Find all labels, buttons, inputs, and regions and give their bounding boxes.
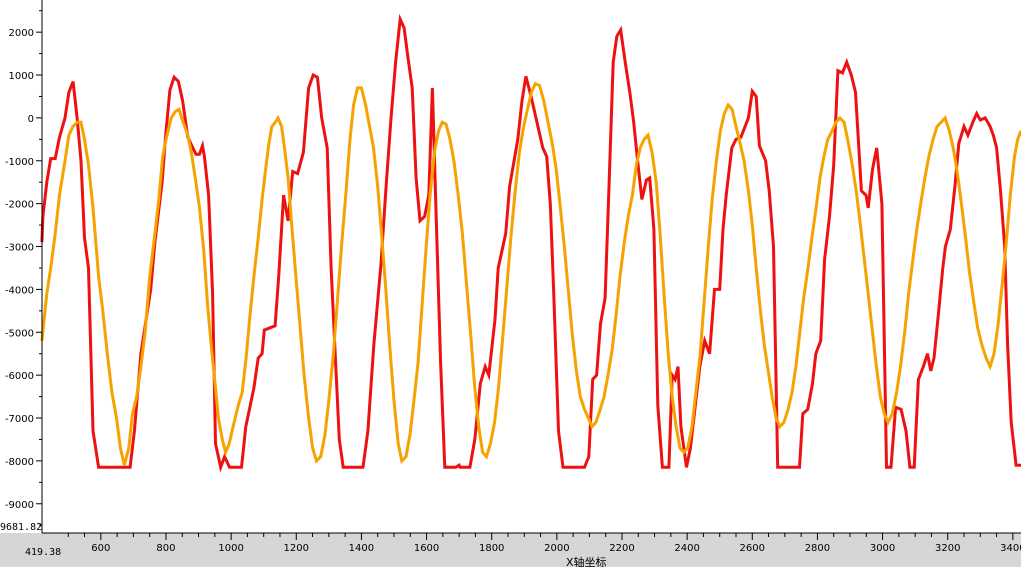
series-layer: [40, 13, 1021, 473]
x-tick-label: 3000: [870, 543, 895, 554]
series-line-2: [40, 81, 1021, 466]
x-tick-label: 3400: [1000, 543, 1021, 554]
x-tick-label: 1200: [284, 543, 309, 554]
y-tick-label: 2000: [9, 28, 34, 39]
x-tick-label: 1800: [479, 543, 504, 554]
y-tick-label: -7000: [5, 414, 34, 425]
y-axis-min-label: 9681.82: [0, 522, 42, 533]
x-tick-label: 800: [156, 543, 175, 554]
x-axis-ticks: 600 800 1000 1200 1400 1600 1800 2000 2200 2400 26…: [67, 533, 1021, 554]
axis-layer: [41, 0, 1021, 534]
x-tick-label: 2800: [805, 543, 830, 554]
y-tick-label: -4000: [5, 285, 34, 296]
x-tick-label: 600: [91, 543, 110, 554]
x-tick-label: 1000: [218, 543, 243, 554]
y-tick-label: 0: [28, 114, 34, 125]
y-tick-label: -8000: [5, 457, 34, 468]
series-line-1: [40, 13, 1021, 473]
y-axis-ticks: 2000 1000 0 -1000 -2000 -3000 -4000 -5000 -6000 -…: [5, 10, 42, 526]
y-tick-label: -3000: [5, 243, 34, 254]
x-tick-label: 1400: [349, 543, 374, 554]
x-tick-label: 1600: [414, 543, 439, 554]
x-axis-min-label: 419.38: [25, 547, 61, 558]
x-tick-label: 2400: [674, 543, 699, 554]
y-tick-label: -6000: [5, 371, 34, 382]
y-tick-label: -2000: [5, 200, 34, 211]
x-axis-panel: [0, 533, 1021, 567]
y-tick-label: 1000: [9, 71, 34, 82]
y-tick-label: -9000: [5, 500, 34, 511]
y-tick-label: -1000: [5, 157, 34, 168]
y-tick-label: -5000: [5, 328, 34, 339]
x-tick-label: 2200: [609, 543, 634, 554]
x-tick-label: 3200: [935, 543, 960, 554]
x-tick-label: 2600: [740, 543, 765, 554]
x-tick-label: 2000: [544, 543, 569, 554]
x-axis-title: X轴坐标: [566, 555, 607, 567]
